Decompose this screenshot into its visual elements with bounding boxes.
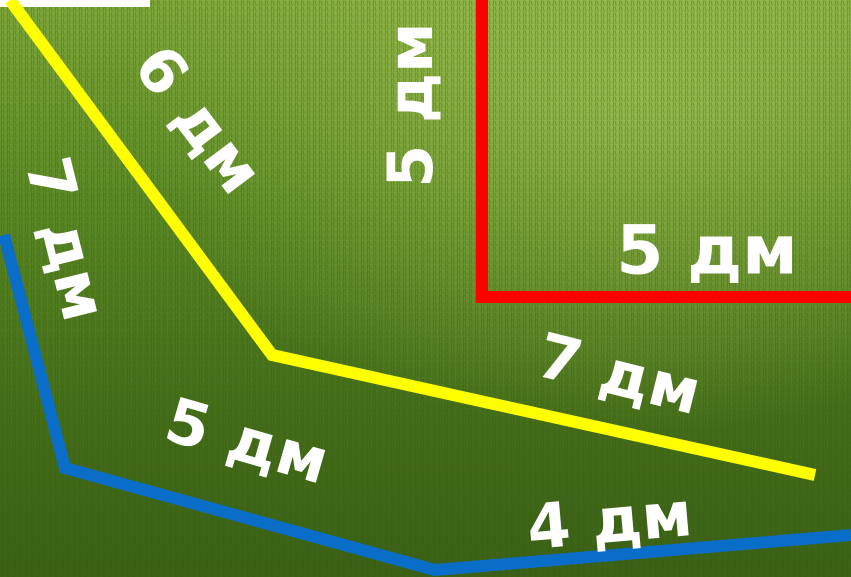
red-line <box>476 0 851 303</box>
length-label: 4 дм <box>524 477 695 564</box>
white-edge <box>0 0 150 7</box>
length-label: 5 дм <box>374 22 447 187</box>
yellow-line <box>5 0 817 481</box>
length-label: 5 дм <box>616 212 798 291</box>
blue-line <box>0 233 851 577</box>
